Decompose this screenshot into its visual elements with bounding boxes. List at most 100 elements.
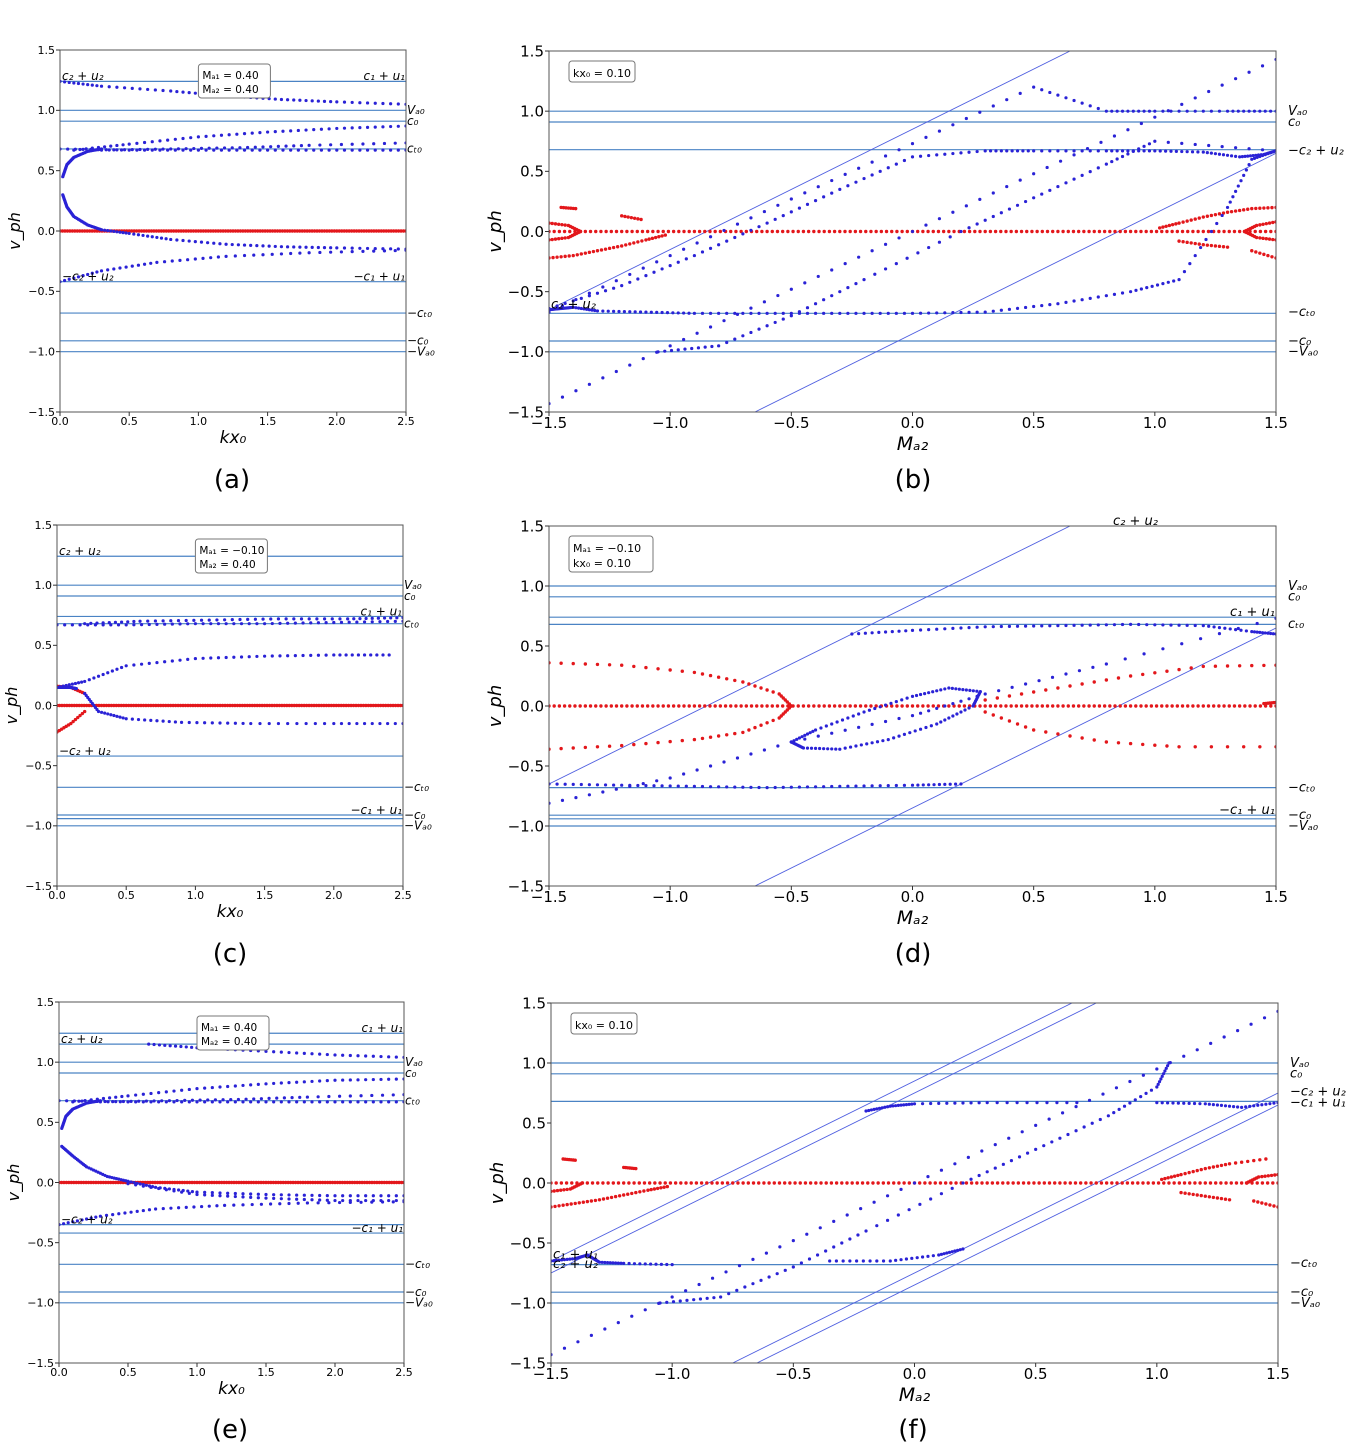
data-point <box>917 1181 922 1185</box>
data-point <box>918 154 923 158</box>
data-point <box>82 703 86 708</box>
data-point <box>854 311 858 315</box>
data-point <box>337 703 341 708</box>
data-point <box>559 255 563 259</box>
data-point <box>1229 154 1234 158</box>
data-point <box>1219 1196 1224 1201</box>
data-point <box>1045 704 1050 708</box>
data-point <box>574 389 578 393</box>
data-point <box>379 229 383 233</box>
data-point <box>292 144 296 148</box>
data-point <box>656 667 660 671</box>
data-point <box>999 149 1003 153</box>
data-point <box>112 229 116 234</box>
data-point <box>190 1180 194 1185</box>
data-point <box>213 1098 217 1102</box>
data-point <box>234 1180 239 1185</box>
data-point <box>1227 1104 1232 1108</box>
data-point <box>342 246 347 250</box>
blue-series-1 <box>61 147 104 179</box>
data-point <box>287 703 292 708</box>
data-point <box>630 1314 634 1318</box>
x-tick-label: 1.0 <box>1143 888 1167 906</box>
data-point <box>135 1209 139 1213</box>
data-point <box>1169 1175 1174 1179</box>
data-point <box>360 1180 364 1185</box>
data-point <box>723 704 728 708</box>
data-point <box>1182 1181 1187 1185</box>
data-point <box>389 1180 394 1185</box>
data-point <box>661 229 665 234</box>
annotation-text: Mₐ₂ = 0.40 <box>202 84 258 96</box>
data-point <box>130 148 134 152</box>
data-point <box>292 98 296 102</box>
data-point <box>1217 626 1222 630</box>
data-point <box>1188 261 1192 266</box>
line-label: c₀ <box>1288 590 1301 605</box>
data-point <box>314 703 319 708</box>
data-point <box>826 747 830 751</box>
data-point <box>173 703 178 708</box>
data-point <box>356 1194 360 1198</box>
data-point <box>298 1095 302 1099</box>
data-point <box>149 229 154 233</box>
data-point <box>364 1100 368 1104</box>
data-point <box>325 1180 330 1185</box>
data-point <box>197 1180 202 1185</box>
data-point <box>79 1180 83 1185</box>
data-point <box>1113 229 1117 234</box>
data-point <box>1058 1181 1062 1185</box>
data-point <box>1034 1123 1038 1127</box>
data-point <box>1040 704 1045 708</box>
x-tick-label: −1.0 <box>652 414 688 432</box>
data-point <box>601 1197 606 1201</box>
data-point <box>874 704 878 708</box>
data-point <box>317 229 322 233</box>
data-point <box>78 229 82 233</box>
data-point <box>299 703 304 708</box>
data-point <box>1007 694 1012 698</box>
data-point <box>121 143 125 147</box>
data-point <box>112 703 116 708</box>
data-point <box>1091 665 1095 669</box>
data-point <box>106 1100 110 1104</box>
data-point <box>195 1087 199 1091</box>
data-point <box>179 229 183 233</box>
data-point <box>255 703 259 708</box>
data-point <box>316 99 320 103</box>
data-point <box>1220 83 1224 87</box>
data-point <box>1032 172 1036 176</box>
data-point <box>1177 221 1181 225</box>
line-label: −c₂ + u₂ <box>1288 144 1344 159</box>
data-point <box>99 703 104 708</box>
data-point <box>137 1099 141 1103</box>
data-point <box>1247 163 1251 167</box>
data-point <box>877 630 881 635</box>
data-point <box>1177 109 1181 113</box>
data-point <box>109 703 114 708</box>
data-point <box>350 100 354 105</box>
data-point <box>146 1180 150 1185</box>
line-label: −c₁ + u₁ <box>353 269 405 283</box>
data-point <box>320 1180 325 1185</box>
data-point <box>192 618 196 622</box>
data-point <box>671 311 675 315</box>
blue-series-2 <box>549 149 1276 315</box>
data-point <box>261 244 265 248</box>
data-point <box>273 229 277 233</box>
data-point <box>1186 229 1190 234</box>
data-point <box>1154 229 1159 234</box>
blue-series-3 <box>828 1247 965 1263</box>
data-point <box>207 1180 212 1185</box>
data-point <box>1042 1144 1046 1148</box>
data-point <box>733 678 737 683</box>
data-point <box>242 253 247 258</box>
data-point <box>332 620 336 625</box>
data-point <box>350 148 354 152</box>
data-point <box>1072 299 1076 303</box>
x-tick-label: 0.5 <box>120 415 138 428</box>
data-point <box>1212 625 1216 629</box>
data-point <box>302 1197 306 1202</box>
data-point <box>869 704 873 708</box>
data-point <box>927 628 931 632</box>
